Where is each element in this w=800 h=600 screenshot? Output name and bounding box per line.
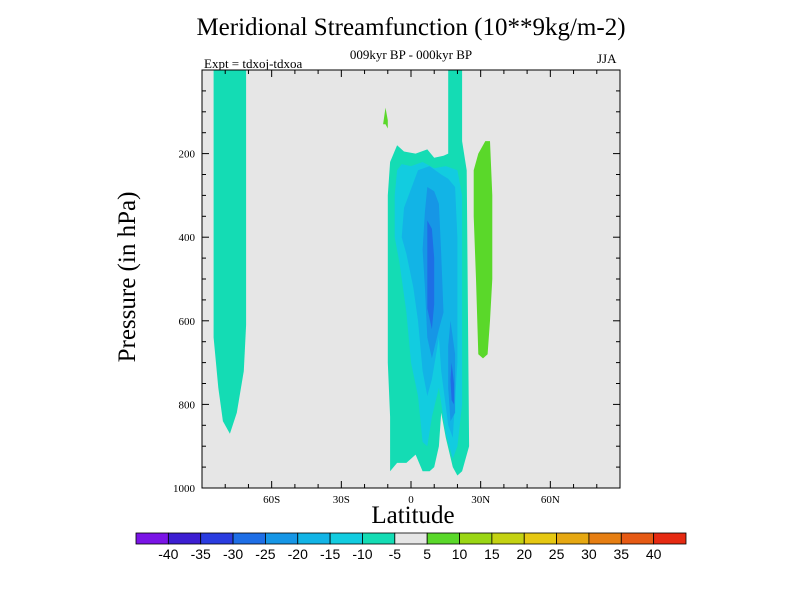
colorbar-box [620,532,655,545]
colorbar-box [329,532,363,545]
contour-region-0 [213,70,247,434]
colorbar-box [523,532,557,545]
y-tick-label: 800 [179,399,196,411]
colorbar-label: -30 [223,546,243,562]
x-tick-label: 60S [263,494,280,506]
colorbar-label: -40 [158,546,178,562]
colorbar-label: 30 [581,546,597,562]
colorbar-label: 40 [646,546,662,562]
colorbar-label: -25 [255,546,275,562]
colorbar-label: 5 [423,546,431,562]
x-tick-label: 30S [333,494,350,506]
y-tick-label: 200 [179,149,196,161]
x-tick-label: 60N [541,494,560,506]
colorbar-label: -35 [191,546,211,562]
axes: 60S 30S 0 30N 60N 200 400 600 800 1000 [173,69,621,506]
colorbar-box [653,532,687,545]
x-tick-label: 30N [471,494,490,506]
contour-region-1 [383,107,388,129]
chart-subtitle: 009kyr BP - 000kyr BP [349,47,473,62]
colorbar-box [588,532,622,545]
season-label: JJA [597,51,617,66]
colorbar-box [265,532,299,545]
plot-area [202,70,620,488]
y-tick-label: 400 [179,232,196,244]
colorbar-box [297,532,331,545]
contour-region-8 [450,362,454,405]
experiment-label: Expt = tdxoj-tdxoa [204,56,303,71]
colorbar-box [200,532,234,545]
colorbar-box [362,532,396,545]
colorbar-box [556,532,590,545]
contour-fills [213,70,493,476]
colorbar-box [426,532,460,545]
colorbar-box [167,532,202,545]
x-axis-label: Latitude [371,502,455,529]
colorbar: -40 -35 -30 -25 -20 -15 -10 -5 5 10 15 20 25 30 35 40 [135,532,687,562]
colorbar-label: 15 [484,546,500,562]
colorbar-box [394,532,428,545]
colorbar-box [135,532,169,545]
colorbar-label: -10 [352,546,372,562]
y-tick-label: 1000 [173,483,196,495]
colorbar-label: 10 [452,546,468,562]
colorbar-label: 20 [516,546,532,562]
colorbar-box [232,532,266,545]
chart-title: Meridional Streamfunction (10**9kg/m-2) [196,14,626,41]
colorbar-label: -20 [288,546,308,562]
x-tick-label: 0 [408,494,414,506]
colorbar-box [459,532,493,545]
colorbar-label: -15 [320,546,340,562]
colorbar-box [491,532,525,545]
contour-region-9 [473,141,493,359]
colorbar-label: 25 [549,546,565,562]
contour-region-6 [427,220,435,330]
colorbar-label: -5 [389,546,402,562]
y-tick-label: 600 [179,316,196,328]
colorbar-label: 35 [614,546,630,562]
